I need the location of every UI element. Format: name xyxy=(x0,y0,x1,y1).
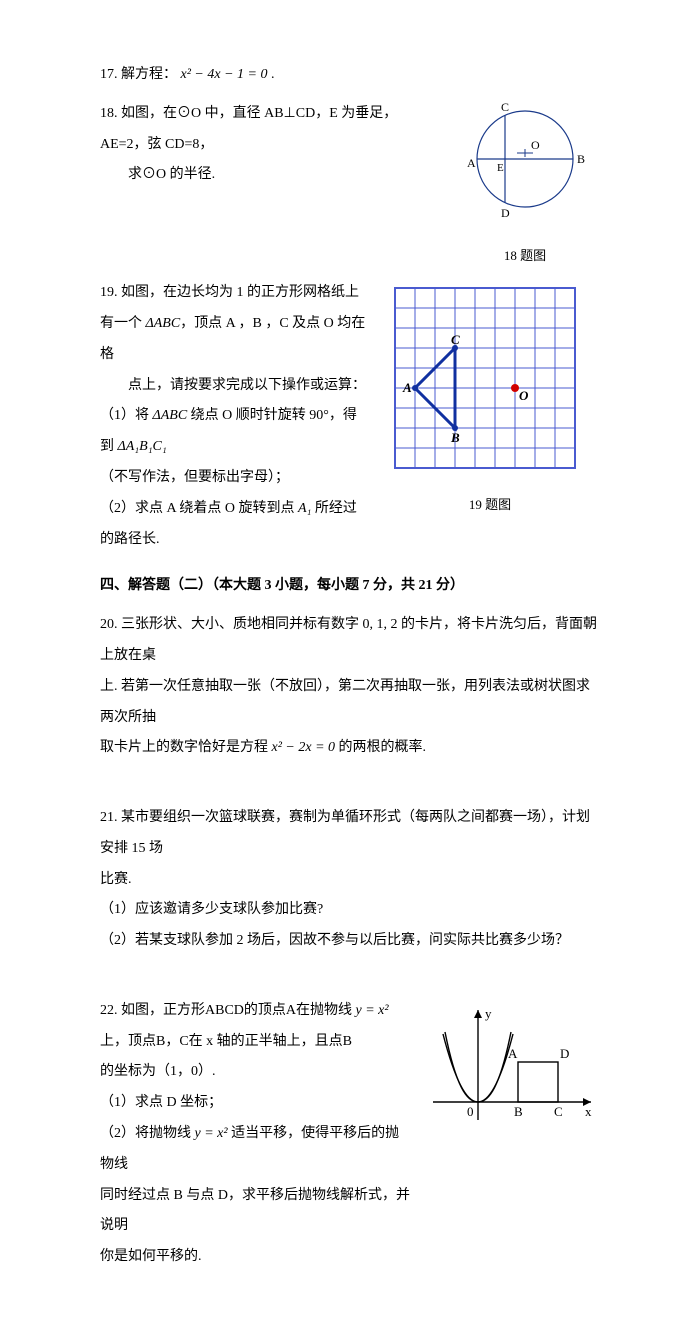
label-O: O xyxy=(531,138,540,152)
q17-tail: . xyxy=(271,67,275,82)
question-17: 17. 解方程： x² − 4x − 1 = 0 . xyxy=(100,60,600,91)
q20-line3b: 的两根的概率. xyxy=(335,740,426,755)
q20-line3a: 取卡片上的数字恰好是方程 xyxy=(100,740,272,755)
label-A: A xyxy=(402,380,412,395)
label-O: 0 xyxy=(467,1104,474,1119)
q21-sub2: （2）若某支球队参加 2 场后，因故不参与以后比赛，问实际共比赛多少场？ xyxy=(100,926,600,957)
label-y: y xyxy=(485,1006,492,1021)
q22-line2: 的坐标为（1，0）. xyxy=(100,1057,410,1088)
label-E: E xyxy=(497,162,504,174)
label-B: B xyxy=(450,430,460,445)
q19-figlabel: 19 题图 xyxy=(380,491,600,520)
question-18: O A B C D E 18 题图 18. 如图，在⊙O 中，直径 AB⊥CD，… xyxy=(100,99,600,270)
q19-sub1tail: （不写作法，但要标出字母）； xyxy=(100,463,370,494)
q19-tri: ΔABC xyxy=(146,316,181,331)
q19-sub2a: （2）求点 A 绕着点 O 旋转到点 xyxy=(100,501,298,516)
q22-figure: A D B C 0 x y xyxy=(423,1002,598,1132)
q21-line1: 21. 某市要组织一次篮球联赛，赛制为单循环形式（每两队之间都赛一场），计划安排… xyxy=(100,803,600,865)
q19-line1c: 点上，请按要求完成以下操作或运算： xyxy=(100,371,370,402)
label-A: A xyxy=(508,1046,518,1061)
label-A: A xyxy=(467,156,476,170)
q20-line1: 20. 三张形状、大小、质地相同并标有数字 0, 1, 2 的卡片，将卡片洗匀后… xyxy=(100,610,600,672)
q22-sub2a: （2）将抛物线 xyxy=(100,1126,195,1141)
q22-sub3: 同时经过点 B 与点 D，求平移后抛物线解析式，并说明 xyxy=(100,1181,410,1243)
q19-Ai: A₁ xyxy=(298,501,311,516)
q19-tri2: ΔA₁B₁C₁ xyxy=(118,439,167,454)
q22-eq1: y = x² xyxy=(356,1003,389,1018)
question-21: 21. 某市要组织一次篮球联赛，赛制为单循环形式（每两队之间都赛一场），计划安排… xyxy=(100,803,600,957)
label-C: C xyxy=(451,332,460,347)
question-22: A D B C 0 x y 22. 如图，正方形ABCD的顶点A在抛物线 y =… xyxy=(100,996,600,1273)
q18-line2: 求⊙O 的半径. xyxy=(100,160,440,191)
q18-figure: O A B C D E xyxy=(455,99,595,229)
label-D: D xyxy=(560,1046,569,1061)
q20-eq: x² − 2x = 0 xyxy=(272,740,336,755)
q17-equation: x² − 4x − 1 = 0 xyxy=(181,67,268,82)
label-D: D xyxy=(501,206,510,220)
label-x: x xyxy=(585,1104,592,1119)
q19-sub1a: （1）将 xyxy=(100,408,153,423)
q20-line2: 上. 若第一次任意抽取一张（不放回），第二次再抽取一张，用列表法或树状图求两次所… xyxy=(100,672,600,734)
q22-sub1: （1）求点 D 坐标； xyxy=(100,1088,410,1119)
label-O: O xyxy=(519,388,529,403)
question-19: A C B O 19 题图 19. 如图，在边长均为 1 的正方形网格纸上有一个… xyxy=(100,278,600,555)
q22-line1b: 上，顶点B，C在 x 轴的正半轴上，且点B xyxy=(100,1034,352,1049)
q19-figure: A C B O xyxy=(385,278,595,478)
q18-line1: 18. 如图，在⊙O 中，直径 AB⊥CD，E 为垂足，AE=2，弦 CD=8， xyxy=(100,99,440,161)
q17-label: 17. 解方程： xyxy=(100,67,177,82)
q21-line1b: 比赛. xyxy=(100,865,600,896)
q18-figlabel: 18 题图 xyxy=(450,242,600,271)
q21-sub1: （1）应该邀请多少支球队参加比赛? xyxy=(100,895,600,926)
label-C: C xyxy=(554,1104,563,1119)
label-B: B xyxy=(514,1104,523,1119)
q22-line1a: 22. 如图，正方形ABCD的顶点A在抛物线 xyxy=(100,1003,356,1018)
q22-sub4: 你是如何平移的. xyxy=(100,1242,410,1273)
label-B: B xyxy=(577,152,585,166)
label-C: C xyxy=(501,100,509,114)
question-20: 20. 三张形状、大小、质地相同并标有数字 0, 1, 2 的卡片，将卡片洗匀后… xyxy=(100,610,600,764)
section-4-title: 四、解答题（二）（本大题 3 小题，每小题 7 分，共 21 分） xyxy=(100,571,600,602)
